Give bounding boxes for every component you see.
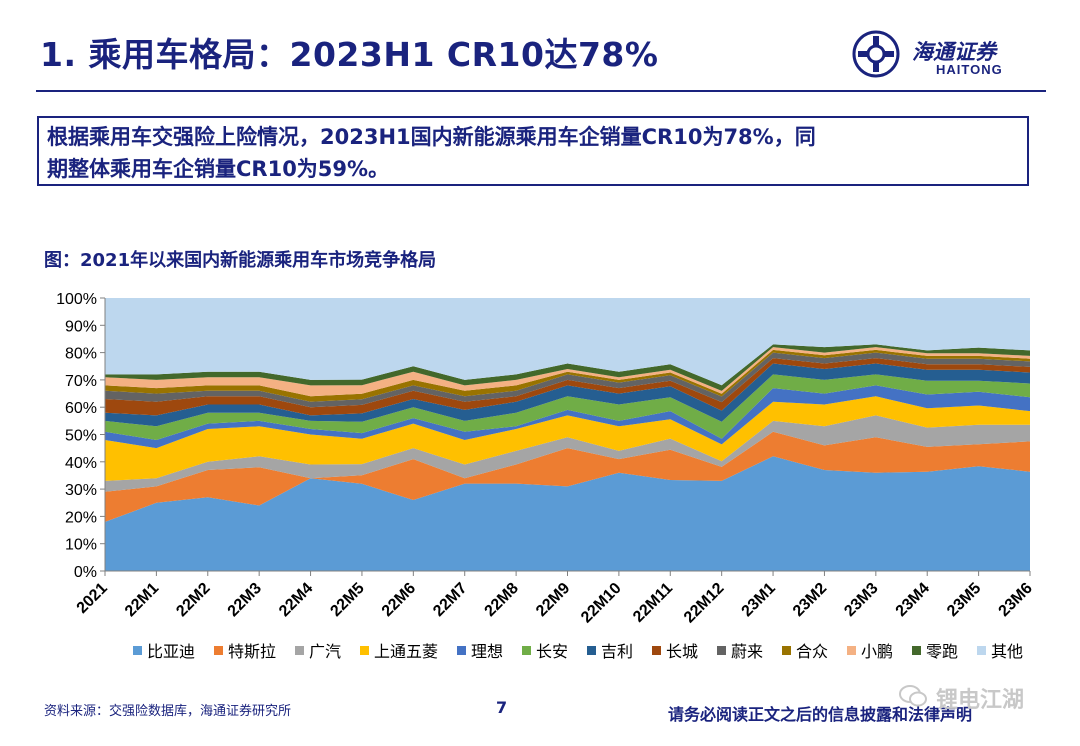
x-tick-label: 22M1: [122, 580, 162, 620]
legend-swatch-11: [912, 646, 921, 655]
y-tick-label: 80%: [65, 346, 97, 363]
legend-swatch-8: [717, 646, 726, 655]
x-tick-label: 23M2: [790, 580, 830, 620]
logo-english-text: HAITONG: [936, 62, 1003, 77]
x-tick-label: 22M2: [173, 580, 213, 620]
wechat-icon: [899, 685, 927, 707]
legend-swatch-6: [587, 646, 596, 655]
x-tick-label: 23M6: [996, 580, 1036, 620]
area-series-5: [105, 374, 1030, 440]
area-series-3: [105, 396, 1030, 481]
legend-label-11: 零跑: [926, 642, 958, 661]
legend-swatch-7: [652, 646, 661, 655]
legend-label-12: 其他: [991, 642, 1023, 661]
haitong-logo-icon: [852, 30, 900, 78]
summary-box: 根据乘用车交强险上险情况，2023H1国内新能源乘用车企销量CR10为78%，同…: [37, 116, 1029, 186]
legend-label-1: 特斯拉: [228, 642, 276, 661]
legend-swatch-0: [133, 646, 142, 655]
legend-swatch-1: [214, 646, 223, 655]
y-tick-label: 60%: [65, 400, 97, 417]
x-tick-label: 22M4: [276, 580, 316, 620]
y-tick-label: 70%: [65, 373, 97, 390]
x-tick-label: 22M10: [578, 580, 625, 627]
x-tick-label: 23M4: [893, 580, 933, 620]
header-divider: [36, 90, 1046, 92]
logo-chinese-text: 海通证券: [912, 39, 996, 64]
legend-label-2: 广汽: [309, 642, 341, 661]
x-tick-label: 22M7: [430, 580, 470, 620]
area-series-2: [105, 415, 1030, 492]
legend-swatch-12: [977, 646, 986, 655]
area-series-4: [105, 385, 1030, 449]
x-tick-label: 22M5: [327, 580, 367, 620]
area-series-0: [105, 456, 1030, 571]
legend-label-4: 理想: [471, 642, 503, 661]
area-series-11: [105, 344, 1030, 391]
legend-label-8: 蔚来: [731, 642, 763, 661]
area-series-12: [105, 298, 1030, 386]
y-tick-label: 100%: [56, 291, 97, 308]
y-tick-label: 40%: [65, 455, 97, 472]
x-tick-label: 22M11: [630, 580, 676, 626]
legend-label-7: 长城: [666, 642, 698, 661]
x-tick-label: 23M5: [944, 580, 984, 620]
legend-label-6: 吉利: [601, 642, 633, 661]
watermark: 锂电江湖: [898, 680, 1068, 714]
haitong-logo: 海通证券 HAITONG: [852, 30, 1052, 80]
source-note: 资料来源：交强险数据库，海通证券研究所: [44, 704, 292, 719]
page-title: 1. 乘用车格局：2023H1 CR10达78%: [40, 35, 659, 74]
y-tick-label: 10%: [65, 537, 97, 554]
x-tick-label: 22M3: [225, 580, 265, 620]
x-tick-label: 2021: [74, 580, 111, 617]
legend-swatch-4: [457, 646, 466, 655]
legend-swatch-5: [522, 646, 531, 655]
x-tick-label: 22M6: [379, 580, 419, 620]
summary-line-1: 根据乘用车交强险上险情况，2023H1国内新能源乘用车企销量CR10为78%，同: [47, 125, 816, 149]
legend-label-9: 合众: [796, 642, 828, 661]
x-tick-label: 23M3: [841, 580, 881, 620]
y-tick-label: 90%: [65, 318, 97, 335]
legend-label-0: 比亚迪: [147, 642, 195, 661]
y-tick-label: 20%: [65, 509, 97, 526]
area-series-10: [105, 347, 1030, 397]
legend-label-10: 小鹏: [861, 642, 893, 661]
disclaimer: 请务必阅读正文之后的信息披露和法律声明: [668, 705, 973, 724]
legend-label-5: 长安: [536, 642, 568, 661]
legend-swatch-9: [782, 646, 791, 655]
y-tick-label: 30%: [65, 482, 97, 499]
y-tick-label: 50%: [65, 428, 97, 445]
x-tick-label: 22M12: [681, 580, 728, 627]
area-series-6: [105, 363, 1030, 427]
x-tick-label: 22M9: [533, 580, 573, 620]
summary-line-2: 期整体乘用车企销量CR10为59%。: [47, 157, 390, 181]
x-tick-label: 22M8: [482, 580, 522, 620]
watermark-text: 锂电江湖: [936, 688, 1025, 713]
x-tick-label: 23M1: [739, 580, 779, 620]
figure-title: 图：2021年以来国内新能源乘用车市场竞争格局: [44, 250, 437, 271]
legend-swatch-2: [295, 646, 304, 655]
y-tick-label: 0%: [74, 564, 97, 581]
page-number: 7: [496, 698, 508, 717]
legend-swatch-3: [360, 646, 369, 655]
area-series-1: [105, 431, 1030, 522]
legend-label-3: 上通五菱: [374, 642, 438, 661]
legend-swatch-10: [847, 646, 856, 655]
